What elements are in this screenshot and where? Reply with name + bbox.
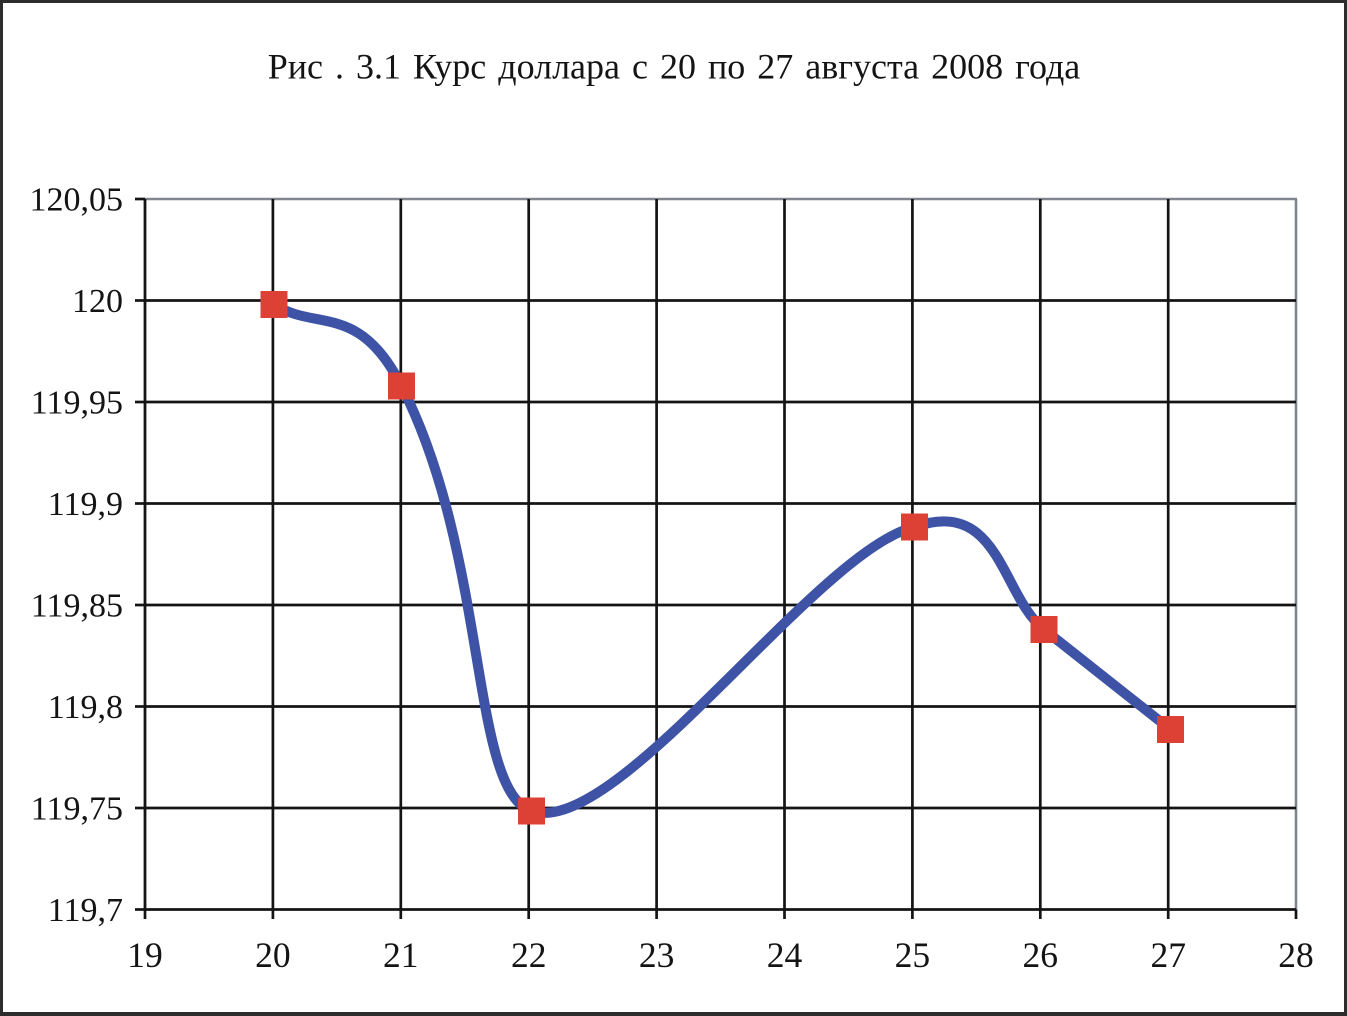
svg-text:19: 19 (127, 935, 163, 975)
svg-text:27: 27 (1150, 935, 1186, 975)
svg-text:119,75: 119,75 (31, 791, 123, 828)
svg-text:Рис . 3.1 Курс доллара с 20 по: Рис . 3.1 Курс доллара с 20 по 27 август… (268, 47, 1081, 87)
svg-text:119,7: 119,7 (48, 892, 123, 929)
svg-text:22: 22 (511, 935, 547, 975)
svg-text:119,85: 119,85 (31, 588, 123, 625)
svg-text:119,95: 119,95 (31, 385, 123, 422)
svg-text:120,05: 120,05 (30, 182, 124, 219)
svg-text:24: 24 (767, 935, 803, 975)
svg-text:21: 21 (383, 935, 419, 975)
svg-text:119,8: 119,8 (48, 689, 123, 726)
svg-text:26: 26 (1023, 935, 1059, 975)
svg-text:119,9: 119,9 (48, 486, 123, 523)
svg-text:28: 28 (1278, 935, 1314, 975)
svg-text:120: 120 (72, 283, 123, 320)
svg-text:20: 20 (255, 935, 291, 975)
svg-text:25: 25 (895, 935, 931, 975)
svg-text:23: 23 (639, 935, 675, 975)
